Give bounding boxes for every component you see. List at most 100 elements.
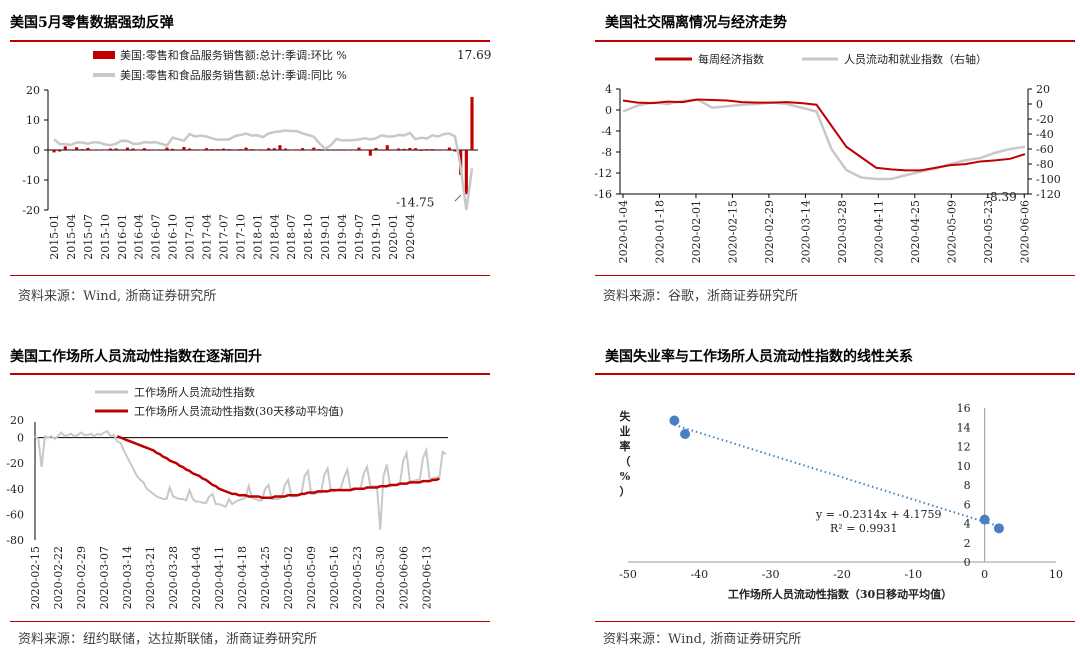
line-yoy bbox=[53, 129, 474, 211]
x-tick-label: 2019-01 bbox=[319, 214, 332, 260]
x-tick-label: 2015-01 bbox=[48, 214, 61, 260]
scatter-point bbox=[669, 415, 680, 426]
bar-mom bbox=[103, 150, 107, 151]
bar-mom bbox=[261, 149, 265, 150]
panel4-source: 资料来源：Wind, 浙商证券研究所 bbox=[603, 632, 802, 647]
x-tick-label: 2020-02-15 bbox=[726, 200, 739, 263]
bar-mom bbox=[188, 148, 192, 150]
y-tick-label-right: -100 bbox=[1036, 173, 1061, 186]
panel2-bottom-rule bbox=[595, 275, 1075, 276]
x-tick-label: 2018-04 bbox=[268, 214, 281, 260]
scatter-point bbox=[979, 514, 990, 525]
y-tick-label-left: 0 bbox=[605, 104, 612, 117]
x-tick-label: 2017-01 bbox=[184, 214, 197, 260]
x-tick-label: 2020-01 bbox=[387, 214, 400, 260]
x-axis-label: 工作场所人员流动性指数（30日移动平均值） bbox=[728, 587, 952, 601]
x-tick-label: 2020-04-25 bbox=[259, 546, 272, 609]
bar-mom bbox=[86, 147, 90, 150]
bar-mom bbox=[436, 149, 440, 150]
bar-mom bbox=[391, 150, 395, 151]
x-tick-label: 2020-01-18 bbox=[653, 200, 666, 263]
x-tick-label: 2019-07 bbox=[353, 214, 366, 260]
bar-mom bbox=[368, 150, 372, 156]
x-tick-label: 2020-05-02 bbox=[282, 546, 295, 609]
bar-mom bbox=[413, 148, 418, 150]
panel3-title: 美国工作场所人员流动性指数在逐渐回升 bbox=[10, 349, 262, 365]
y-tick-label: 14 bbox=[957, 421, 971, 434]
y-tick-label: 4 bbox=[964, 518, 971, 531]
y-tick-label-left: 4 bbox=[605, 83, 612, 96]
panel1-title: 美国5月零售数据强劲反弹 bbox=[10, 15, 174, 31]
y-tick-label: 0 bbox=[33, 144, 40, 157]
y-tick-label: 20 bbox=[10, 414, 24, 427]
y-tick-label: -60 bbox=[6, 508, 24, 521]
bar-mom bbox=[419, 150, 423, 151]
y-tick-label-right: -120 bbox=[1036, 188, 1061, 201]
panel4-title-rule bbox=[595, 373, 1075, 375]
annotation-leader bbox=[454, 194, 462, 202]
annotation-max: 17.69 bbox=[457, 48, 491, 62]
x-tick-label: 2020-04 bbox=[404, 214, 417, 260]
bar-mom bbox=[340, 150, 344, 151]
bar-mom bbox=[470, 96, 474, 150]
bar-mom bbox=[199, 149, 203, 151]
panel4-title: 美国失业率与工作场所人员流动性指数的线性关系 bbox=[605, 349, 913, 365]
bar-mom bbox=[154, 149, 158, 151]
trendline-r2: R² = 0.9931 bbox=[830, 522, 897, 535]
x-tick-label: 2015-07 bbox=[82, 214, 95, 260]
y-tick-label: 0 bbox=[964, 556, 971, 569]
chart-unemployment-scatter: -50 -40 -30 -20 -10 0 10 0 2 4 6 8 10 12 14 16 失业率 （% ） 工作场… bbox=[619, 402, 1063, 601]
y-tick-label: 10 bbox=[957, 460, 971, 473]
x-tick-label: 2020-01-04 bbox=[617, 200, 630, 263]
bar-mom bbox=[131, 148, 135, 150]
y-tick-label: -20 bbox=[6, 457, 24, 470]
bar-mom bbox=[351, 150, 355, 151]
x-tick-label: 2017-07 bbox=[217, 214, 230, 260]
bar-mom bbox=[334, 149, 338, 150]
legend-swatch-mom bbox=[93, 51, 115, 59]
x-tick-label: -20 bbox=[833, 568, 851, 581]
x-tick-label: 2020-02-22 bbox=[52, 546, 65, 609]
x-tick-label: 2020-03-14 bbox=[799, 200, 812, 263]
panel2-title-rule bbox=[595, 40, 1075, 42]
x-tick-label: 2020-06-06 bbox=[397, 546, 410, 609]
x-tick-label: 2018-10 bbox=[302, 214, 315, 260]
y-tick-label: -20 bbox=[22, 204, 40, 217]
x-tick-label: 2020-05-23 bbox=[982, 200, 995, 263]
panel1-source: 资料来源：Wind, 浙商证券研究所 bbox=[18, 289, 217, 304]
bar-mom bbox=[329, 149, 333, 151]
bar-mom bbox=[165, 147, 169, 150]
x-tick-label: 2020-05-30 bbox=[374, 546, 387, 609]
chart-social-distancing: 每周经济指数 人员流动和就业指数（右轴） 4 0 -4 -8 -12 -16 20 0 -20 -40… bbox=[594, 52, 1061, 263]
y-axis-label-char: % bbox=[620, 470, 631, 483]
panel3-title-rule bbox=[10, 373, 490, 375]
bar-mom bbox=[397, 148, 401, 150]
x-tick-label: 2020-02-29 bbox=[75, 546, 88, 609]
bar-mom bbox=[295, 150, 299, 151]
x-tick-label: -30 bbox=[762, 568, 780, 581]
bar-mom bbox=[317, 149, 322, 150]
y-tick-label-right: -60 bbox=[1036, 143, 1054, 156]
line-daily bbox=[34, 429, 447, 530]
legend-label-yoy: 美国:零售和食品服务销售额:总计:季调:同比 % bbox=[120, 68, 347, 82]
x-tick-label: 2016-10 bbox=[167, 214, 180, 260]
line-wei bbox=[622, 98, 1026, 172]
x-tick-label: 2020-04-25 bbox=[909, 200, 922, 263]
x-tick-label: 2020-03-07 bbox=[98, 546, 111, 609]
legend-label-wei: 每周经济指数 bbox=[698, 52, 764, 66]
bar-mom bbox=[374, 147, 378, 150]
bar-mom bbox=[453, 150, 457, 152]
x-tick-label: 2020-04-18 bbox=[236, 546, 249, 609]
x-tick-label: 2019-04 bbox=[336, 214, 349, 260]
legend-label-daily: 工作场所人员流动性指数 bbox=[134, 385, 255, 399]
y-tick-label: 2 bbox=[964, 537, 971, 550]
panel1-bottom-rule bbox=[10, 275, 490, 276]
bar-mom bbox=[227, 149, 231, 150]
bar-mom bbox=[402, 148, 406, 150]
bar-mom bbox=[148, 149, 152, 150]
x-tick-label: 2018-01 bbox=[251, 214, 264, 260]
x-tick-label: 2020-03-21 bbox=[144, 546, 157, 609]
x-tick-label: 2016-01 bbox=[116, 214, 129, 260]
x-tick-label: 2018-07 bbox=[285, 214, 298, 260]
y-tick-label: 8 bbox=[964, 479, 971, 492]
